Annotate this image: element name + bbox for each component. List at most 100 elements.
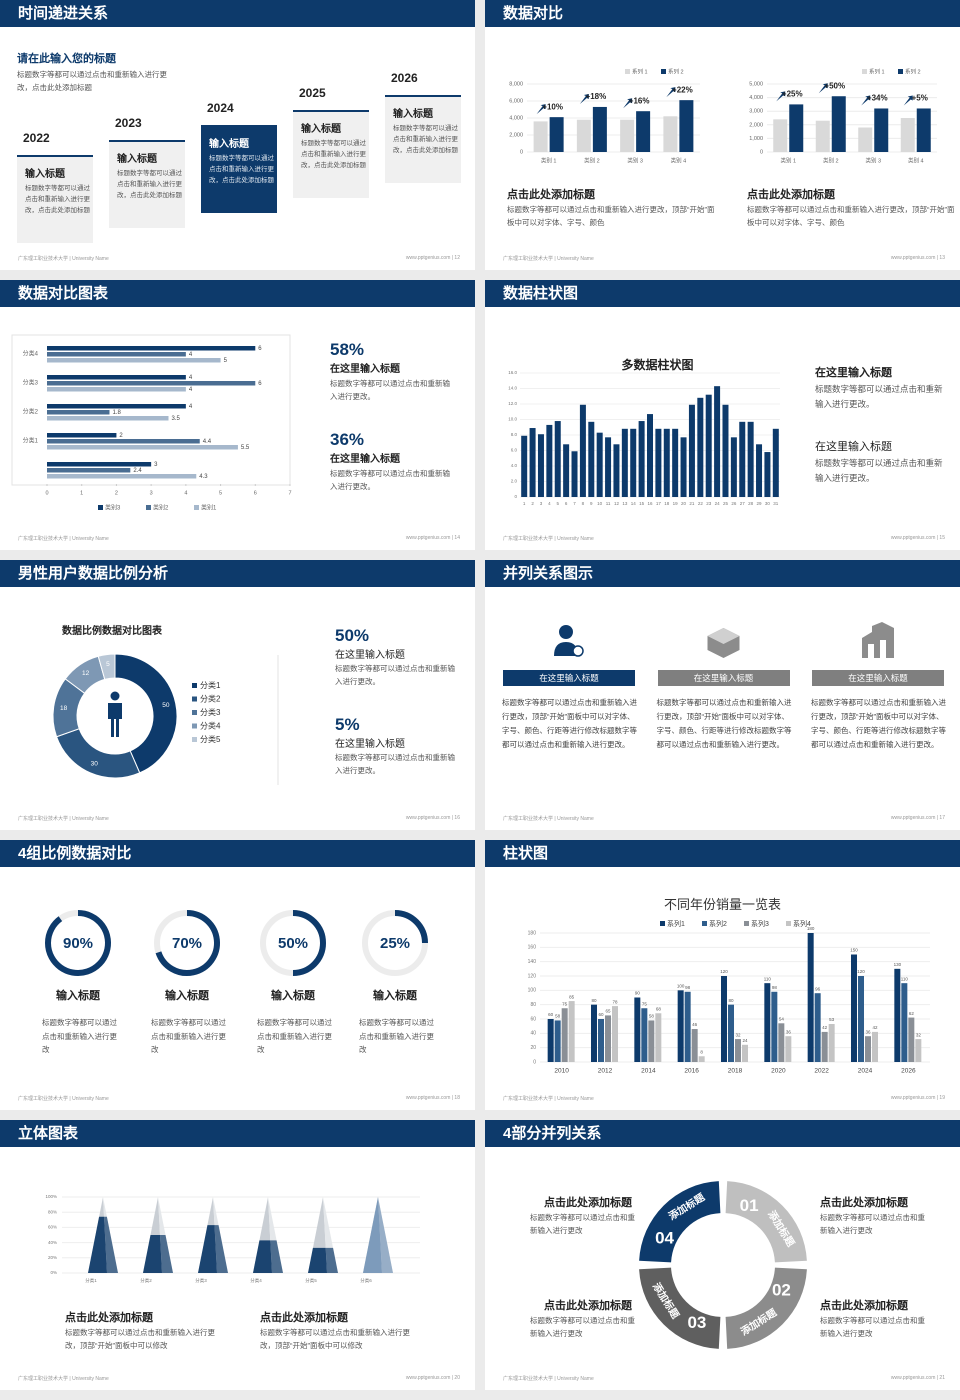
item-title: 点击此处添加标题 (260, 1312, 348, 1324)
slice-label: 12 (82, 670, 90, 677)
x-tick-label: 类别 3 (865, 156, 881, 164)
bar (588, 421, 595, 497)
cycle-segment (725, 1267, 807, 1349)
x-tick-label: 类别 4 (908, 156, 924, 164)
ring-label: 70% (172, 935, 202, 952)
annotation: +50% (824, 81, 845, 90)
y-tick-label: 5,000 (749, 81, 763, 87)
value-label: 150 (850, 948, 858, 953)
step-box (293, 110, 369, 198)
step-text: 标题数字等都可以通过点击和重新输入进行更改，点击此处添加标题 (393, 125, 458, 155)
person-body (108, 703, 122, 737)
value-label: 100 (677, 984, 685, 989)
bar (773, 119, 788, 152)
x-tick-label: 5 (556, 501, 559, 506)
x-tick-label: 分类2 (140, 1277, 152, 1284)
y-tick-label: 80 (530, 1002, 536, 1008)
item-text: 标题数字等都可以通过点击和重新输入进行更改。 (815, 384, 943, 409)
item-title: 在这里输入标题 (815, 367, 892, 379)
item-text: 标题数字等都可以通过点击和重新输入进行更改 (257, 1018, 332, 1054)
x-tick-label: 25 (723, 501, 729, 506)
label-box: 在这里输入标题 (503, 670, 635, 686)
bar (592, 106, 607, 152)
x-tick-label: 2018 (728, 1068, 743, 1075)
footer-right: www.pptgenius.com | 21 (890, 1375, 945, 1381)
x-tick-label: 2 (115, 490, 118, 496)
bar (814, 993, 821, 1062)
bar (554, 1020, 561, 1062)
donut-slice (97, 653, 116, 681)
donut-slice (114, 653, 178, 774)
category-label: 分类3 (23, 379, 39, 387)
legend-swatch (661, 69, 666, 74)
bar (894, 968, 901, 1062)
slide-header: 数据对比图表 (0, 280, 475, 307)
value-label: 58 (555, 1014, 561, 1019)
value-label: 36 (786, 1029, 792, 1034)
value-label: 4 (189, 352, 193, 358)
legend-swatch (194, 505, 199, 510)
cycle-segment (639, 1267, 721, 1349)
bar (596, 432, 603, 497)
ring-label: 25% (380, 935, 410, 952)
legend-swatch (192, 710, 197, 715)
bar (641, 1008, 648, 1062)
slide-header: 立体图表 (0, 1120, 475, 1147)
bar (730, 437, 737, 497)
pyramid-fill (143, 1235, 162, 1273)
item-title: 输入标题 (165, 990, 209, 1002)
footer-left: 广东理工职业技术大学 | University Name (18, 1096, 109, 1102)
y-tick-label: 12.0 (508, 401, 517, 406)
legend-swatch (192, 737, 197, 742)
value-label: 4 (189, 404, 193, 410)
slice-label: 50 (162, 702, 170, 709)
bar (47, 445, 238, 450)
bar (579, 404, 586, 497)
bar (47, 468, 131, 473)
bar (828, 1024, 835, 1062)
x-tick-label: 2022 (814, 1068, 829, 1075)
value-label: 80 (728, 998, 734, 1003)
legend-swatch (192, 683, 197, 688)
slide: 0 2,000 4,000 6,000 8,000 类别 1 +10% 类别 2 +18% 类别 … (485, 0, 960, 270)
legend-swatch (898, 69, 903, 74)
value-label: 98 (685, 985, 691, 990)
x-tick-label: 14 (631, 501, 637, 506)
bar (872, 1031, 878, 1062)
annotation: +25% (782, 90, 803, 99)
item-text: 标题数字等都可以通过点击和重新输入进行更改 (820, 1213, 925, 1236)
x-tick-label: 1 (80, 490, 83, 496)
bar (815, 120, 830, 152)
pyramid-fill (88, 1216, 107, 1273)
arrow-icon (861, 95, 871, 106)
legend-label: 系列2 (709, 919, 727, 928)
value-label: 85 (569, 994, 575, 999)
icon (559, 625, 573, 639)
caption-title: 点击此处添加标题 (507, 189, 595, 201)
bar (537, 434, 544, 497)
item-value: 36% (330, 430, 365, 449)
value-label: 46 (692, 1022, 698, 1027)
bar (612, 1006, 618, 1062)
y-tick-label: 0 (514, 494, 517, 499)
value-label: 36 (865, 1029, 871, 1034)
intro-text: 标题数字等都可以通过点击和重新输入进行更改，点击此处添加标题 (17, 70, 167, 93)
value-label: 75 (642, 1001, 648, 1006)
caption-text: 标题数字等都可以通过点击和重新输入进行更改，顶部“开始”面板中可以对字体、字号、… (507, 205, 715, 228)
bar (47, 375, 186, 380)
item-title: 点击此处添加标题 (544, 1300, 632, 1312)
legend-label: 类别3 (105, 504, 121, 512)
slide-header: 数据柱状图 (485, 280, 960, 307)
y-tick-label: 180 (528, 930, 537, 936)
annotation: +16% (629, 96, 650, 105)
step-year: 2024 (207, 101, 234, 115)
legend-label: 系列 1 (632, 67, 648, 75)
bar (722, 404, 729, 497)
x-tick-label: 2010 (554, 1068, 569, 1075)
value-label: 60 (548, 1012, 554, 1017)
value-label: 3 (154, 462, 158, 468)
step-text: 标题数字等都可以通过点击和重新输入进行更改，点击此处添加标题 (117, 170, 182, 200)
y-tick-label: 0 (520, 149, 523, 155)
step-title: 输入标题 (209, 139, 249, 150)
